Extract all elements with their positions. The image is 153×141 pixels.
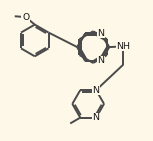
Text: N: N <box>98 56 105 65</box>
Text: N: N <box>98 29 105 38</box>
Text: N: N <box>93 113 100 122</box>
Text: N: N <box>93 86 100 95</box>
Text: NH: NH <box>116 42 130 51</box>
Text: O: O <box>22 13 29 22</box>
